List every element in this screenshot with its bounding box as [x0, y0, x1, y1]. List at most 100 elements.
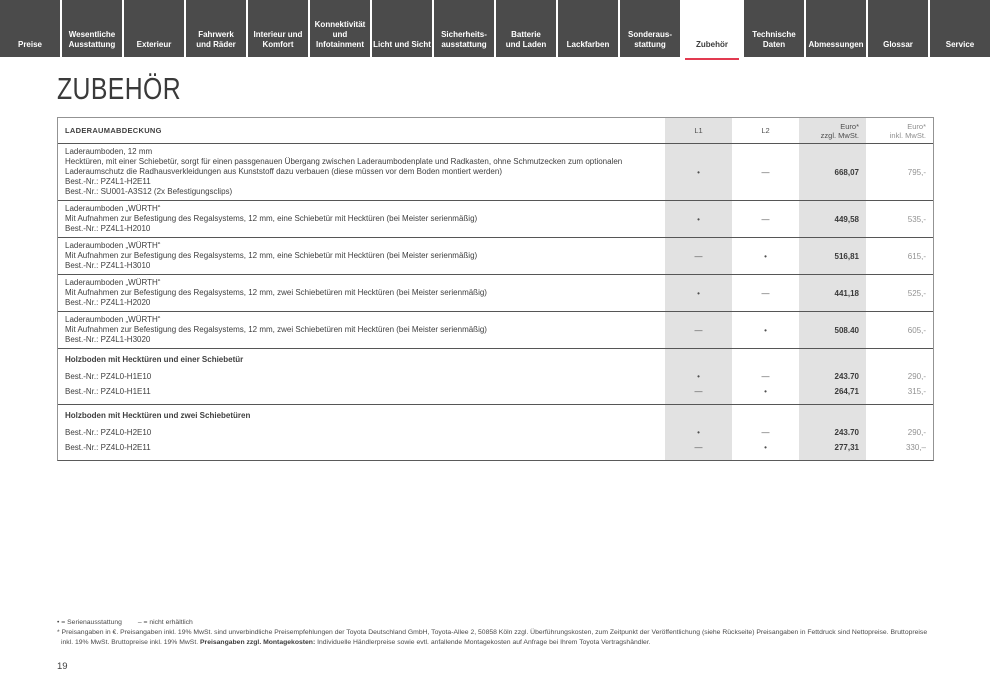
price-footnote: * Preisangaben in €. Preisangaben inkl. …	[57, 628, 934, 647]
accessories-price-table: LADERAUMABDECKUNG L1 L2 Euro* zzgl. MwSt…	[57, 117, 934, 461]
tab-label: Abmessungen	[808, 40, 864, 49]
tab-label: Service	[945, 40, 975, 49]
l1-availability-mark: —	[694, 387, 703, 396]
column-header-l2: L2	[761, 126, 770, 135]
page-content: ZUBEHÖR LADERAUMABDECKUNG L1 L2 Euro* zz…	[57, 71, 934, 672]
active-tab-underline	[685, 57, 739, 60]
l1-availability-mark: —	[694, 443, 703, 452]
l2-availability-mark: —	[761, 288, 770, 298]
table-section-title: LADERAUMABDECKUNG	[65, 126, 162, 135]
l2-availability-mark: •	[764, 387, 767, 396]
column-shade-l1	[665, 118, 732, 460]
tab-label: Wesentliche Ausstattung	[68, 30, 116, 49]
net-price: 449,58	[834, 214, 859, 224]
page-title: ZUBEHÖR	[57, 71, 182, 106]
item-description-cell: Laderaumboden „WÜRTH“ Mit Aufnahmen zur …	[58, 201, 665, 237]
l1-availability-mark: •	[697, 372, 700, 381]
tab-service[interactable]: Service	[930, 0, 990, 57]
l1-availability-mark: •	[697, 214, 700, 224]
legend-nicht-erhaeltlich: – = nicht erhältlich	[137, 619, 193, 626]
item-order-number: Best.-Nr.: PZ4L1-H3020	[65, 335, 151, 344]
item-description: Hecktüren, mit einer Schiebetür, sorgt f…	[65, 157, 623, 176]
legend-serienausstattung: • = Serienausstattung	[57, 619, 122, 626]
l2-availability-mark: —	[761, 372, 770, 381]
item-order-number: Best.-Nr.: PZ4L0-H1E10	[65, 372, 152, 381]
column-header-net-price: Euro* zzgl. MwSt.	[820, 121, 859, 140]
item-order-number: Best.-Nr.: PZ4L0-H1E11	[65, 387, 151, 396]
tab-wesentliche-ausstattung[interactable]: Wesentliche Ausstattung	[62, 0, 122, 57]
net-price: 516,81	[834, 251, 859, 261]
tab-glossar[interactable]: Glossar	[868, 0, 928, 57]
item-order-number: Best.-Nr.: PZ4L0-H2E11	[65, 443, 151, 452]
item-description-cell: Laderaumboden „WÜRTH“ Mit Aufnahmen zur …	[58, 238, 665, 274]
l2-column-cells: — •	[732, 349, 799, 404]
footnote-text: Individuelle Händlerpreise sowie evtl. a…	[315, 638, 651, 646]
column-shade-net-price	[799, 118, 866, 460]
tab-zubehoer-active[interactable]: Zubehör	[682, 0, 742, 60]
tab-konnektivitaet-und-infotainment[interactable]: Konnektivität und Infotainment	[310, 0, 370, 57]
l1-availability-mark: —	[694, 251, 703, 261]
item-description: Mit Aufnahmen zur Befestigung des Regals…	[65, 288, 487, 297]
gross-price: 315,-	[907, 387, 926, 396]
tab-label: Fahrwerk und Räder	[196, 30, 236, 49]
l2-availability-mark: •	[764, 443, 767, 452]
tab-sonderausstattung[interactable]: Sonderaus- stattung	[620, 0, 680, 57]
gross-price: 795,-	[907, 167, 926, 177]
availability-legend: • = Serienausstattung – = nicht erhältli…	[57, 619, 934, 626]
net-price-cells: 243.70 277,31	[799, 405, 866, 460]
tab-exterieur[interactable]: Exterieur	[124, 0, 184, 57]
l1-column-cells: • —	[665, 349, 732, 404]
group-title: Holzboden mit Hecktüren und zwei Schiebe…	[65, 411, 251, 420]
net-price: 668,07	[834, 167, 859, 177]
tab-fahrwerk-und-raeder[interactable]: Fahrwerk und Räder	[186, 0, 246, 57]
tab-label: Zubehör	[696, 40, 728, 49]
tab-interieur-und-komfort[interactable]: Interieur und Komfort	[248, 0, 308, 57]
l1-availability-mark: •	[697, 428, 700, 437]
l1-availability-mark: —	[694, 325, 703, 335]
net-price: 243.70	[834, 372, 859, 381]
tab-sicherheitsausstattung[interactable]: Sicherheits- ausstattung	[434, 0, 494, 57]
item-order-number: Best.-Nr.: SU001-A3S12 (2x Befestigungsc…	[65, 187, 233, 196]
group-description-cell: Holzboden mit Hecktüren und einer Schieb…	[58, 349, 665, 404]
gross-price: 290,-	[907, 372, 926, 381]
l1-availability-mark: •	[697, 167, 700, 177]
l2-availability-mark: •	[764, 325, 767, 335]
group-title: Holzboden mit Hecktüren und einer Schieb…	[65, 355, 244, 364]
table-row: Laderaumboden „WÜRTH“ Mit Aufnahmen zur …	[58, 200, 933, 237]
tab-label: Batterie und Laden	[505, 30, 547, 49]
gross-price: 615,-	[907, 251, 926, 261]
net-price: 277,31	[834, 443, 859, 452]
net-price: 441,18	[834, 288, 859, 298]
tab-batterie-und-laden[interactable]: Batterie und Laden	[496, 0, 556, 57]
footnote-text: * Preisangaben in €. Preisangaben inkl. …	[57, 629, 928, 646]
tab-abmessungen[interactable]: Abmessungen	[806, 0, 866, 57]
item-title: Laderaumboden „WÜRTH“	[65, 204, 161, 213]
item-title: Laderaumboden „WÜRTH“	[65, 315, 161, 324]
tab-technische-daten[interactable]: Technische Daten	[744, 0, 804, 57]
item-order-number: Best.-Nr.: PZ4L1-H2010	[65, 224, 151, 233]
l2-column-cells: — •	[732, 405, 799, 460]
item-order-number: Best.-Nr.: PZ4L1-H3010	[65, 261, 151, 270]
l1-column-cells: • —	[665, 405, 732, 460]
gross-price-cells: 290,- 330,–	[866, 405, 933, 460]
l1-availability-mark: •	[697, 288, 700, 298]
tab-label: Konnektivität und Infotainment	[314, 20, 366, 49]
column-header-l1: L1	[694, 126, 703, 135]
l2-availability-mark: —	[761, 428, 770, 437]
net-price-cells: 243.70 264,71	[799, 349, 866, 404]
footnote-bold-text: Preisangaben zzgl. Montagekosten:	[200, 638, 316, 646]
gross-price: 525,-	[907, 288, 926, 298]
item-title: Laderaumboden „WÜRTH“	[65, 241, 161, 250]
tab-licht-und-sicht[interactable]: Licht und Sicht	[372, 0, 432, 57]
l2-availability-mark: —	[761, 214, 770, 224]
page-number: 19	[57, 661, 68, 672]
tab-lackfarben[interactable]: Lackfarben	[558, 0, 618, 57]
net-price: 264,71	[834, 387, 859, 396]
tab-label: Interieur und Komfort	[253, 30, 303, 49]
table-row: Laderaumboden, 12 mm Hecktüren, mit eine…	[58, 143, 933, 200]
l2-availability-mark: —	[761, 167, 770, 177]
tab-label: Exterieur	[136, 40, 172, 49]
net-price: 243.70	[834, 428, 859, 437]
item-order-number: Best.-Nr.: PZ4L0-H2E10	[65, 428, 152, 437]
tab-preise[interactable]: Preise	[0, 0, 60, 57]
